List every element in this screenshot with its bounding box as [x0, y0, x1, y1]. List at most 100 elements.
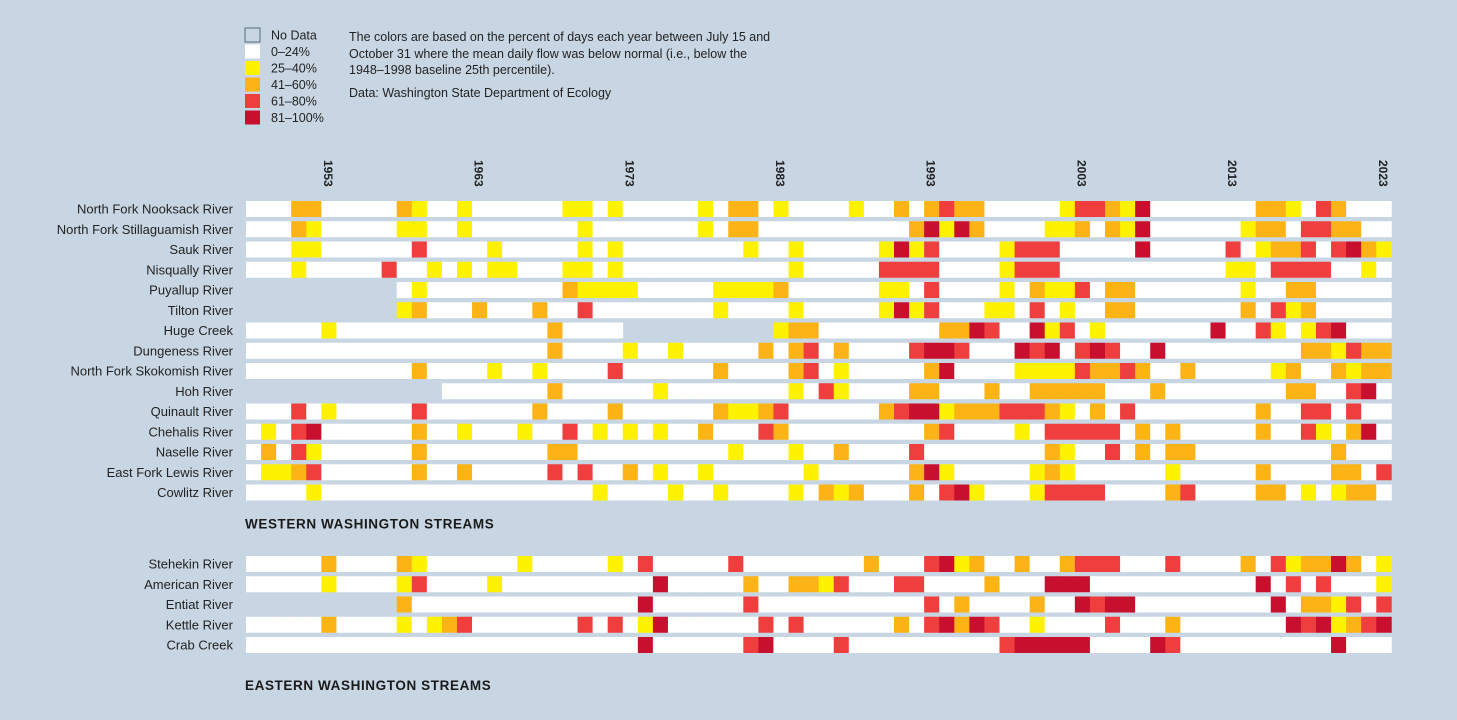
heatmap-cell: [381, 576, 398, 593]
heatmap-cell: [426, 302, 443, 319]
heatmap-cell: [848, 342, 865, 359]
heatmap-cell: [1240, 241, 1257, 258]
heatmap-cell: [728, 444, 744, 460]
heatmap-cell: [562, 221, 578, 238]
heatmap-cell: [1225, 616, 1242, 633]
heatmap-cell: [698, 576, 714, 593]
heatmap-cell: [1361, 322, 1377, 339]
heatmap-cell: [276, 342, 292, 359]
heatmap-cell: [894, 302, 910, 319]
heatmap-cell: [1104, 261, 1121, 278]
heatmap-cell: [803, 444, 820, 460]
heatmap-cell: [1210, 484, 1226, 501]
heatmap-cell: [1044, 282, 1061, 298]
heatmap-cell: [472, 322, 488, 339]
heatmap-cell: [758, 616, 774, 633]
heatmap-cell: [728, 556, 744, 572]
heatmap-cell: [1165, 576, 1181, 593]
heatmap-cell: [818, 241, 835, 258]
heatmap-cell: [969, 302, 985, 319]
heatmap-cell: [456, 342, 473, 359]
heatmap-cell: [728, 302, 744, 319]
heatmap-cell: [1180, 201, 1196, 217]
heatmap-cell: [773, 383, 789, 400]
heatmap-cell: [1135, 221, 1151, 238]
heatmap-cell: [1165, 302, 1181, 319]
heatmap-cell: [954, 342, 970, 359]
heatmap-cell: [411, 363, 428, 379]
heatmap-cell: [788, 201, 804, 217]
heatmap-cell: [1240, 576, 1257, 593]
heatmap-cell: [1150, 637, 1166, 653]
heatmap-cell: [984, 261, 1000, 278]
heatmap-cell: [306, 576, 322, 593]
heatmap-cell: [1165, 444, 1181, 460]
heatmap-cell: [1285, 616, 1302, 633]
heatmap-cell: [562, 596, 578, 613]
heatmap-cell: [939, 302, 955, 319]
heatmap-cell: [1210, 403, 1226, 420]
heatmap-cell: [698, 302, 714, 319]
heatmap-cell: [1240, 444, 1257, 460]
heatmap-cell: [1150, 423, 1166, 440]
heatmap-cell: [366, 484, 383, 501]
heatmap-cell: [1059, 383, 1076, 400]
heatmap-cell: [698, 383, 714, 400]
heatmap-cell: [848, 221, 865, 238]
heatmap-cell: [667, 342, 684, 359]
heatmap-cell: [426, 201, 443, 217]
heatmap-cell: [276, 221, 292, 238]
heatmap-cell: [652, 484, 669, 501]
heatmap-cell: [788, 576, 804, 593]
heatmap-cell: [652, 403, 669, 420]
heatmap-cell: [1225, 444, 1242, 460]
heatmap-cell: [517, 322, 533, 339]
heatmap-cell: [878, 322, 895, 339]
stream-name-label: Dungeness River: [133, 343, 233, 358]
heatmap-cell: [306, 342, 322, 359]
heatmap-cell: [939, 616, 955, 633]
heatmap-cell: [667, 596, 684, 613]
heatmap-cell: [637, 241, 654, 258]
heatmap-cell: [1104, 363, 1121, 379]
heatmap-cell: [758, 282, 774, 298]
heatmap-cell: [562, 322, 578, 339]
heatmap-cell: [562, 556, 578, 572]
heatmap-cell: [1044, 616, 1061, 633]
heatmap-cell: [517, 383, 533, 400]
heatmap-cell: [1089, 201, 1106, 217]
heatmap-cell: [441, 201, 458, 217]
heatmap-cell: [1285, 403, 1302, 420]
heatmap-cell: [487, 484, 503, 501]
heatmap-cell: [472, 261, 488, 278]
heatmap-cell: [924, 484, 940, 501]
heatmap-cell: [1029, 464, 1046, 481]
heatmap-cell: [924, 596, 940, 613]
heatmap-cell: [728, 282, 744, 298]
heatmap-cell: [939, 201, 955, 217]
heatmap-cell: [1014, 282, 1031, 298]
heatmap-cell: [502, 201, 518, 217]
heatmap-cell: [924, 444, 940, 460]
heatmap-cell: [667, 261, 684, 278]
heatmap-cell: [999, 342, 1015, 359]
heatmap-cell: [954, 363, 970, 379]
stream-name-label: Stehekin River: [148, 557, 233, 572]
heatmap-cell: [291, 444, 307, 460]
heatmap-cell: [1376, 576, 1392, 593]
heatmap-cell: [894, 637, 910, 653]
heatmap-cell: [878, 403, 895, 420]
heatmap-cell: [1240, 423, 1257, 440]
heatmap-cell: [743, 403, 759, 420]
heatmap-cell: [848, 261, 865, 278]
heatmap-cell: [878, 261, 895, 278]
heatmap-cell: [1361, 423, 1377, 440]
heatmap-cell: [577, 423, 594, 440]
heatmap-cell: [1044, 302, 1061, 319]
heatmap-cell: [1225, 637, 1242, 653]
heatmap-cell: [487, 556, 503, 572]
heatmap-cell: [848, 423, 865, 440]
heatmap-cell: [999, 282, 1015, 298]
heatmap-cell: [683, 221, 699, 238]
heatmap-cell: [1059, 363, 1076, 379]
